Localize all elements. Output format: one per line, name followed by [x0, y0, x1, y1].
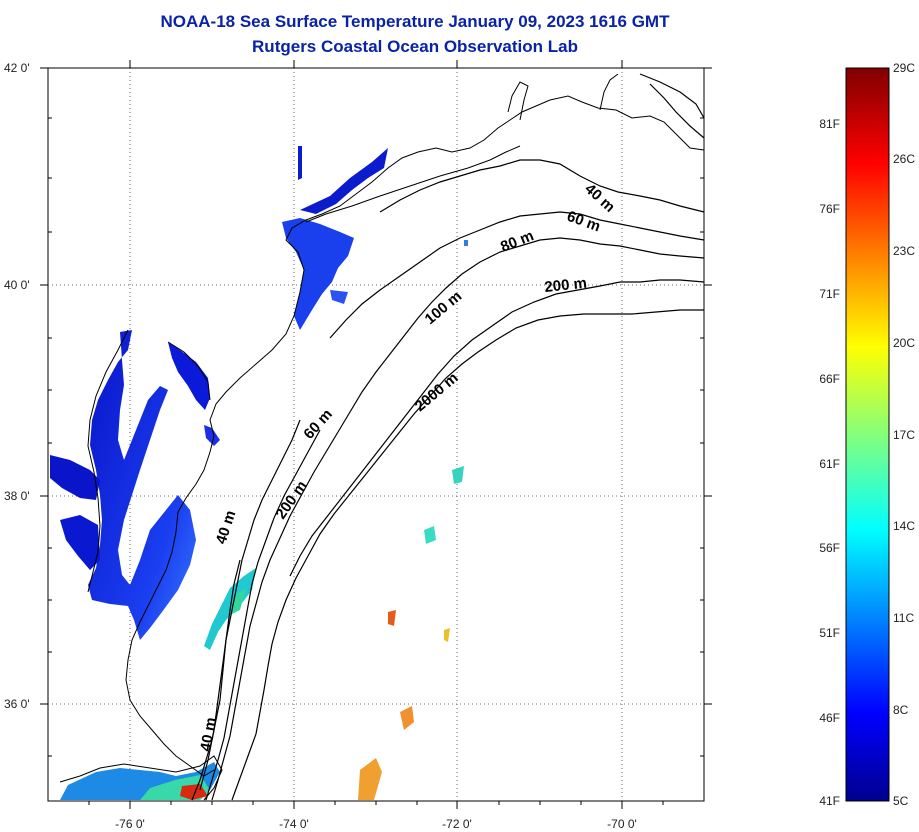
fahrenheit-label: 61F	[819, 457, 840, 471]
lon-label: -74 0'	[279, 817, 309, 831]
contour-60m-north	[329, 211, 705, 339]
fahrenheit-label: 51F	[819, 626, 840, 640]
coastline-main	[125, 95, 705, 777]
offshore-patch-6	[358, 758, 382, 800]
gulf-of-maine-contour-2	[649, 83, 705, 139]
bathymetry-contours	[191, 73, 705, 801]
celsius-label: 14C	[893, 519, 915, 533]
lat-label: 38 0'	[4, 489, 30, 503]
chesapeake-west-tributary	[50, 455, 100, 500]
offshore-patch-3	[388, 610, 396, 626]
map-frame	[47, 67, 705, 802]
fahrenheit-label: 66F	[819, 372, 840, 386]
celsius-label: 11C	[893, 611, 914, 625]
hudson-sst	[298, 146, 302, 180]
lat-label: 36 0'	[4, 697, 30, 711]
lon-labels: -76 0' -74 0' -72 0' -70 0'	[115, 817, 637, 831]
chesapeake-potomac	[60, 515, 100, 570]
frame-ticks	[40, 60, 712, 809]
lon-label: -72 0'	[442, 817, 472, 831]
cape-cod-outline	[507, 73, 619, 121]
colorbar: 29C 26C 23C 20C 17C 14C 11C 8C 5C 81F 76…	[819, 61, 915, 808]
fahrenheit-label: 81F	[819, 117, 840, 131]
lat-labels: 42 0' 40 0' 38 0' 36 0'	[4, 61, 30, 711]
map-title: NOAA-18 Sea Surface Temperature January …	[160, 12, 670, 31]
lat-label: 42 0'	[4, 61, 30, 75]
offshore-patch-2	[424, 526, 436, 544]
fahrenheit-label: 56F	[819, 541, 840, 555]
celsius-label: 20C	[893, 336, 915, 350]
celsius-label: 26C	[893, 152, 915, 166]
contour-inner-south-c	[199, 559, 241, 791]
ny-harbor-sst	[282, 218, 354, 330]
contour-label: 40 m	[197, 716, 220, 753]
offshore-patch-7	[464, 240, 468, 246]
celsius-labels: 29C 26C 23C 20C 17C 14C 11C 8C 5C	[893, 61, 915, 808]
fahrenheit-label: 41F	[819, 794, 840, 808]
fahrenheit-label: 71F	[819, 287, 840, 301]
map-panel: 40 m 60 m 80 m 200 m 100 m 2000 m 60 m 2…	[4, 60, 712, 831]
fahrenheit-labels: 81F 76F 71F 66F 61F 56F 51F 46F 41F	[819, 117, 840, 808]
map-subtitle: Rutgers Coastal Ocean Observation Lab	[252, 37, 578, 56]
lon-label: -76 0'	[115, 817, 145, 831]
fahrenheit-label: 76F	[819, 202, 840, 216]
virginia-nearshore-sst-2	[230, 588, 246, 615]
offshore-patch-5	[400, 706, 414, 730]
contour-200m-north	[289, 279, 705, 577]
offshore-patch-4	[444, 628, 450, 642]
long-island-sound-sst	[300, 148, 388, 214]
celsius-label: 29C	[893, 61, 915, 75]
offshore-patch-1	[452, 466, 464, 484]
contour-inner-south-b	[205, 429, 321, 801]
celsius-label: 23C	[893, 244, 915, 258]
fahrenheit-label: 46F	[819, 711, 840, 725]
lon-label: -70 0'	[607, 817, 637, 831]
long-island-south-shore	[305, 145, 521, 223]
celsius-label: 5C	[893, 794, 909, 808]
contour-label: 200 m	[544, 275, 588, 296]
contour-40m-north	[379, 159, 705, 213]
contour-200m-south	[211, 431, 339, 801]
celsius-label: 17C	[893, 428, 915, 442]
lat-label: 40 0'	[4, 278, 30, 292]
contour-2000m	[231, 309, 704, 801]
contour-80m	[337, 237, 705, 433]
colorbar-gradient	[845, 67, 890, 802]
ny-bight-sst-patch	[330, 290, 348, 304]
delaware-bay-sst	[168, 342, 210, 410]
delaware-mouth-sst	[204, 425, 220, 446]
chesapeake-outline	[87, 329, 211, 593]
graticule	[48, 68, 704, 801]
gulf-of-maine-contour-1	[639, 73, 705, 119]
celsius-label: 8C	[893, 703, 909, 717]
